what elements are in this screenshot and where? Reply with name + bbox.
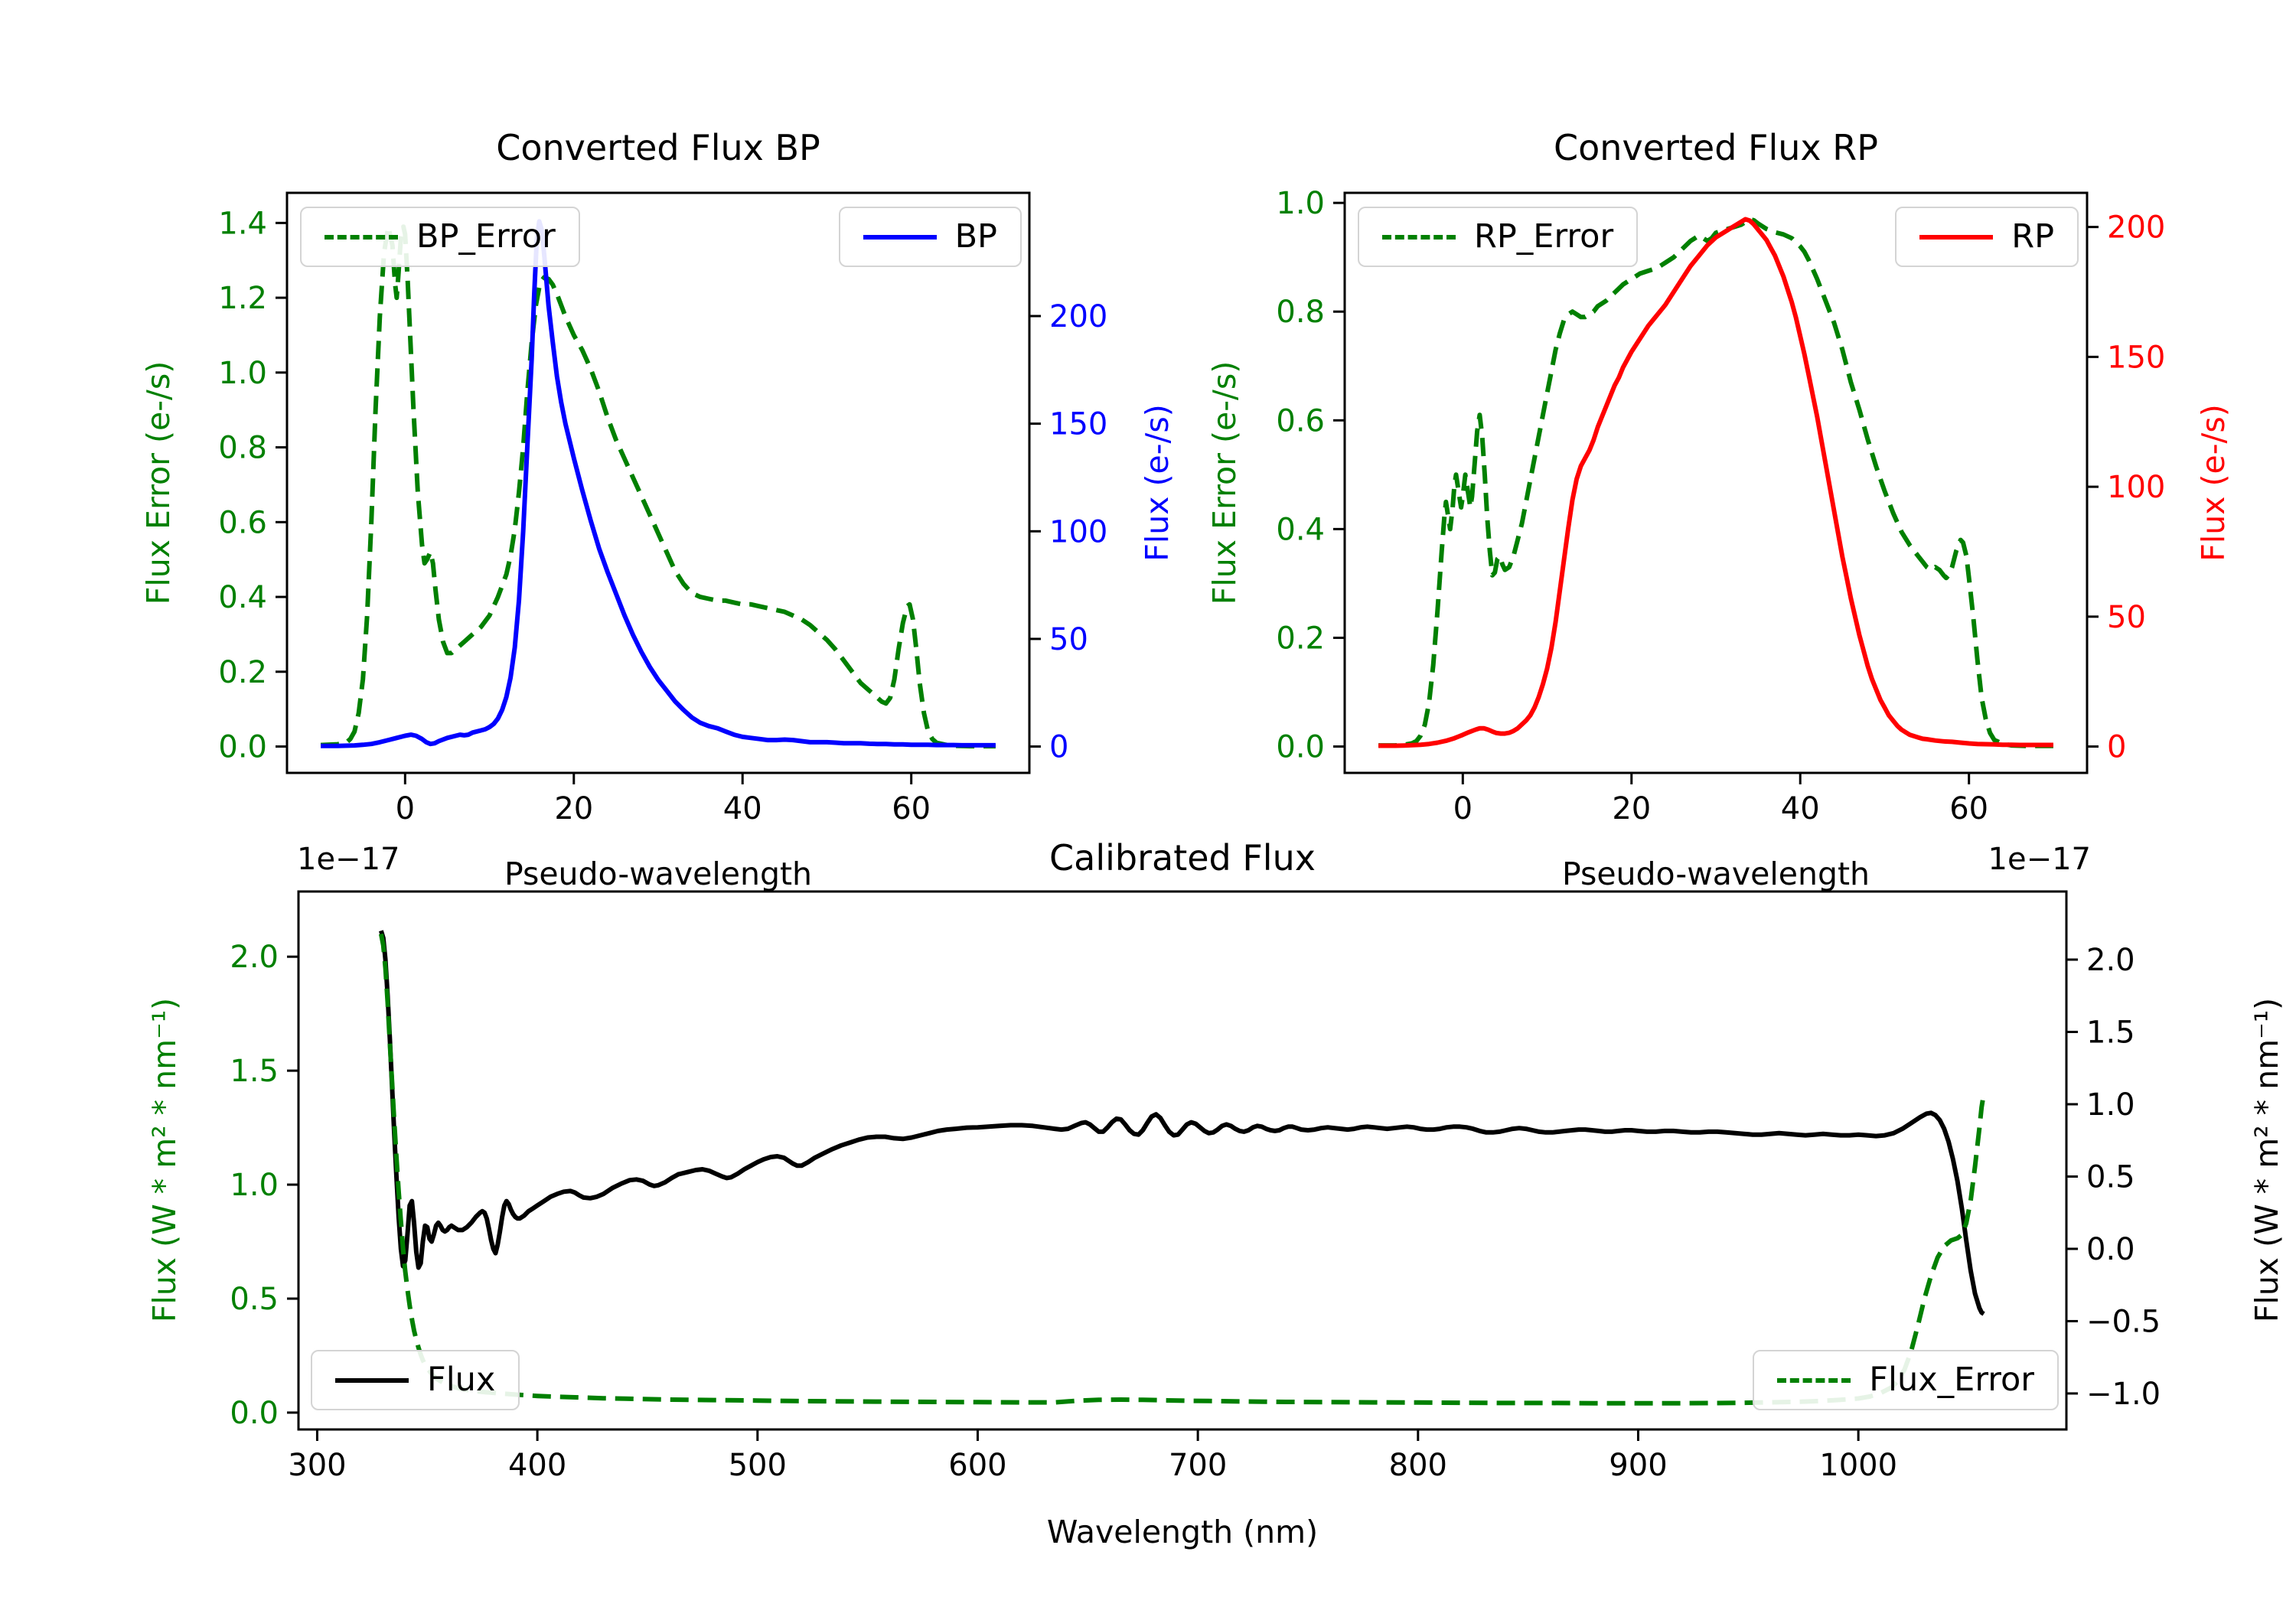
svg-text:1.0: 1.0 xyxy=(230,1168,279,1203)
svg-text:60: 60 xyxy=(892,791,931,826)
svg-text:50: 50 xyxy=(2107,600,2146,635)
svg-text:0: 0 xyxy=(396,791,415,826)
svg-text:0.6: 0.6 xyxy=(218,505,267,540)
svg-text:0.2: 0.2 xyxy=(218,655,267,690)
svg-text:0: 0 xyxy=(1049,730,1068,765)
svg-text:1.4: 1.4 xyxy=(218,206,267,241)
svg-text:100: 100 xyxy=(1049,514,1107,549)
ylabel-right-bp: Flux (e-/s) xyxy=(1139,404,1176,562)
svg-text:800: 800 xyxy=(1389,1448,1447,1483)
solid-line-icon xyxy=(863,234,937,240)
legend-bp: BP xyxy=(838,207,1022,268)
svg-text:20: 20 xyxy=(1612,791,1651,826)
dashed-line-icon xyxy=(1777,1377,1851,1383)
svg-text:1.0: 1.0 xyxy=(1276,186,1325,221)
svg-text:150: 150 xyxy=(1049,407,1107,442)
legend-label: RP xyxy=(2011,217,2054,256)
ylabel-right-calibrated: Flux (W * m² * nm⁻¹) xyxy=(2249,997,2285,1323)
svg-text:0.6: 0.6 xyxy=(1276,403,1325,438)
legend-bp-error: BP_Error xyxy=(300,207,580,268)
ylabel-left-rp: Flux Error (e-/s) xyxy=(1206,360,1243,605)
svg-text:0: 0 xyxy=(1453,791,1473,826)
svg-text:1.0: 1.0 xyxy=(2086,1087,2135,1123)
ylabel-right-rp: Flux (e-/s) xyxy=(2195,404,2232,562)
svg-text:600: 600 xyxy=(948,1448,1006,1483)
legend-flux-error: Flux_Error xyxy=(1753,1350,2059,1411)
svg-text:50: 50 xyxy=(1049,622,1088,657)
svg-text:0.0: 0.0 xyxy=(2086,1232,2135,1267)
svg-text:−1.0: −1.0 xyxy=(2086,1377,2161,1412)
svg-text:0.5: 0.5 xyxy=(230,1282,279,1317)
ylabel-left-calibrated: Flux (W * m² * nm⁻¹) xyxy=(146,997,183,1323)
solid-line-icon xyxy=(335,1377,409,1383)
subplot-title-calibrated: Calibrated Flux xyxy=(1049,837,1316,878)
svg-text:200: 200 xyxy=(1049,299,1107,334)
svg-text:0.4: 0.4 xyxy=(1276,512,1325,547)
svg-text:1.0: 1.0 xyxy=(218,356,267,391)
xlabel-calibrated: Wavelength (nm) xyxy=(1046,1514,1319,1550)
svg-text:0.5: 0.5 xyxy=(2086,1159,2135,1195)
ylabel-left-bp: Flux Error (e-/s) xyxy=(140,360,177,605)
svg-text:60: 60 xyxy=(1949,791,1988,826)
legend-label: Flux_Error xyxy=(1869,1361,2034,1399)
svg-text:0.0: 0.0 xyxy=(218,730,267,765)
svg-text:0.4: 0.4 xyxy=(218,580,267,615)
dashed-line-icon xyxy=(1382,234,1456,240)
offset-text-right: 1e−17 xyxy=(1988,842,2091,877)
xlabel-rp: Pseudo-wavelength xyxy=(1561,856,1870,892)
legend-rp-error: RP_Error xyxy=(1358,207,1639,268)
legend-label: RP_Error xyxy=(1474,217,1614,256)
svg-text:500: 500 xyxy=(729,1448,787,1483)
legend-label: BP xyxy=(954,217,997,256)
dashed-line-icon xyxy=(325,234,398,240)
svg-text:1000: 1000 xyxy=(1819,1448,1897,1483)
svg-text:40: 40 xyxy=(1781,791,1820,826)
xlabel-bp: Pseudo-wavelength xyxy=(504,856,813,892)
svg-text:100: 100 xyxy=(2107,470,2165,505)
solid-line-icon xyxy=(1919,234,1994,240)
svg-text:40: 40 xyxy=(723,791,762,826)
svg-text:2.0: 2.0 xyxy=(230,940,279,975)
subplot-title-rp: Converted Flux RP xyxy=(1554,127,1878,168)
legend-rp: RP xyxy=(1895,207,2079,268)
svg-text:20: 20 xyxy=(554,791,593,826)
svg-text:700: 700 xyxy=(1169,1448,1227,1483)
svg-text:300: 300 xyxy=(288,1448,346,1483)
legend-label: BP_Error xyxy=(416,217,556,256)
legend-label: Flux xyxy=(427,1361,496,1399)
svg-text:0: 0 xyxy=(2107,730,2126,765)
offset-text-left: 1e−17 xyxy=(297,842,400,877)
svg-text:400: 400 xyxy=(508,1448,566,1483)
svg-text:0.8: 0.8 xyxy=(218,431,267,466)
svg-text:0.0: 0.0 xyxy=(230,1396,279,1431)
svg-text:0.8: 0.8 xyxy=(1276,295,1325,330)
svg-text:900: 900 xyxy=(1609,1448,1667,1483)
svg-text:−0.5: −0.5 xyxy=(2086,1304,2161,1339)
svg-text:1.2: 1.2 xyxy=(218,281,267,316)
svg-text:0.0: 0.0 xyxy=(1276,730,1325,765)
svg-text:200: 200 xyxy=(2107,210,2165,246)
svg-text:150: 150 xyxy=(2107,340,2165,375)
svg-text:1.5: 1.5 xyxy=(2086,1015,2135,1050)
subplot-title-bp: Converted Flux BP xyxy=(496,127,820,168)
svg-text:1.5: 1.5 xyxy=(230,1054,279,1089)
svg-text:2.0: 2.0 xyxy=(2086,943,2135,978)
svg-text:0.2: 0.2 xyxy=(1276,621,1325,656)
legend-flux: Flux xyxy=(311,1350,520,1411)
